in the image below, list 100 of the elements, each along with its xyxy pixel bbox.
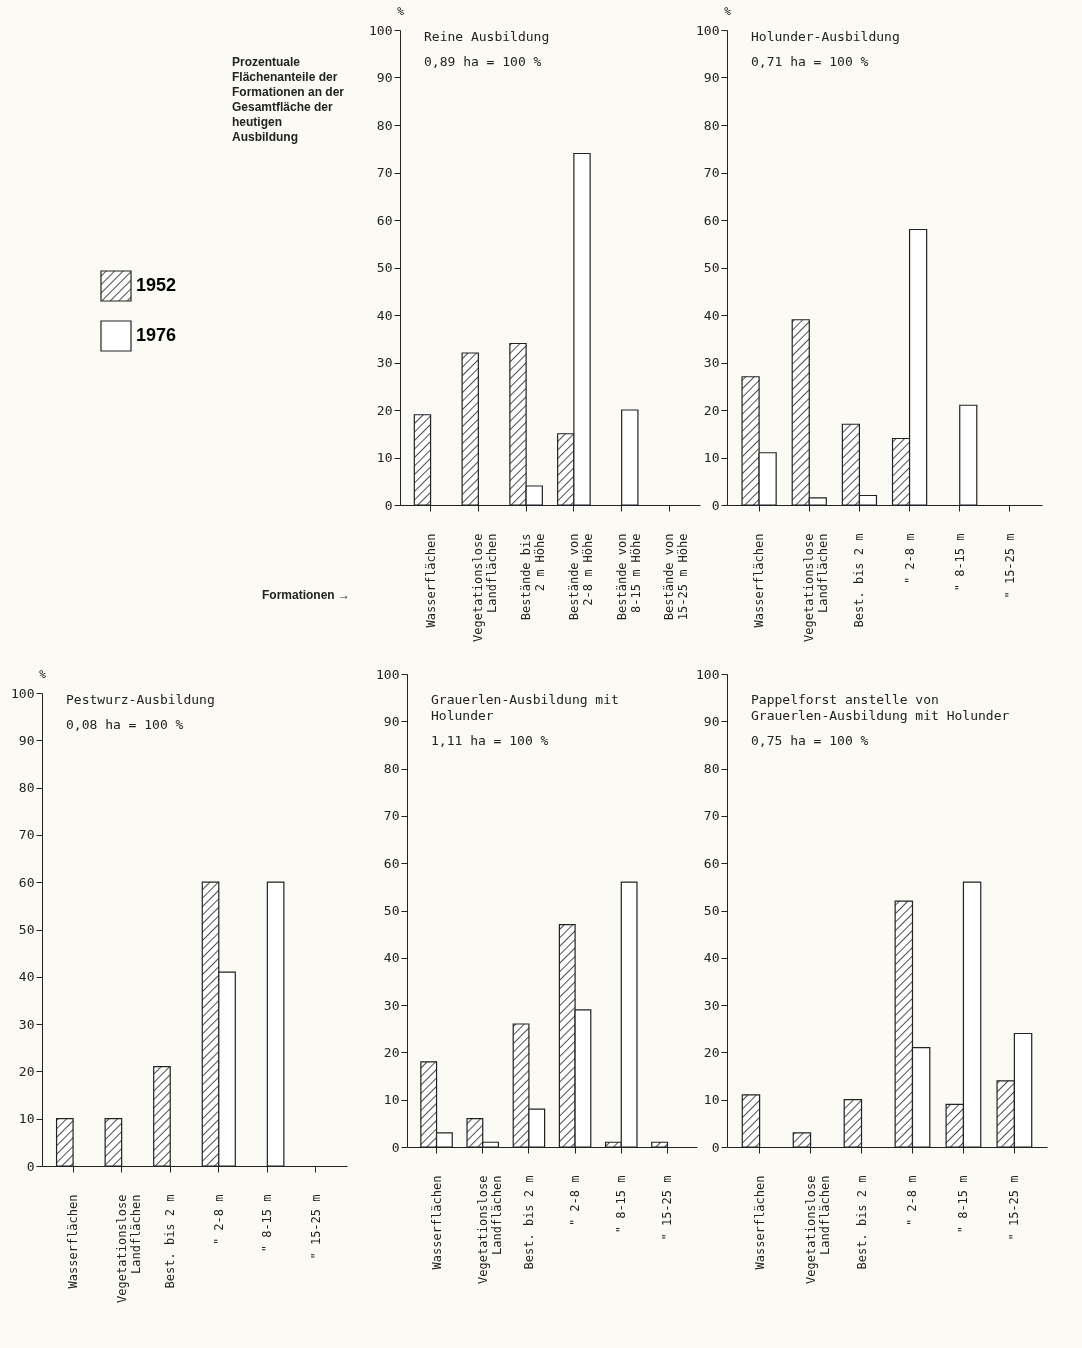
y-tick-label: 30 xyxy=(383,997,400,1013)
x-tick-label: Vegetationslose Landflächen xyxy=(803,1175,832,1284)
chart-title: Holunder-Ausbildung xyxy=(751,29,900,44)
text: Pappelforst anstelle von Grauerlen-Ausbildung mit Holunder xyxy=(751,692,1010,723)
y-tick-label: 50 xyxy=(703,260,720,275)
text: 0,08 ha = 100 % xyxy=(66,717,184,732)
y-axis-title: % xyxy=(397,4,405,18)
y-tick-label: 0 xyxy=(391,1139,400,1155)
y-tick-label: 80 xyxy=(703,117,720,133)
x-tick-label: " 15-25 m xyxy=(660,1175,675,1241)
x-tick-label: Wasserflächen xyxy=(752,1175,767,1270)
y-tick-label: 70 xyxy=(18,827,35,843)
y-tick-label: 10 xyxy=(703,450,720,465)
x-tick-label: " 2-8 m xyxy=(902,533,917,585)
y-tick-label: 90 xyxy=(703,70,720,85)
text: 0,75 ha = 100 % xyxy=(751,733,869,748)
x-tick-label: " 8-15 m xyxy=(260,1194,275,1253)
x-tick-label: Best. bis 2 m xyxy=(163,1194,178,1289)
x-tick-label: " 2-8 m xyxy=(905,1175,920,1227)
y-tick-label: 20 xyxy=(18,1063,35,1079)
x-tick-label: Bestände von 2-8 m Höhe xyxy=(566,533,595,621)
text: Grauerlen-Ausbildung mit Holunder xyxy=(431,692,619,723)
x-tick-label: " 2-8 m xyxy=(568,1175,583,1227)
y-tick-label: 50 xyxy=(376,260,393,275)
x-tick-label: Vegetationslose Landflächen xyxy=(471,533,500,642)
text: Prozentuale Flächenanteile der Formationen an der Gesamtfläche der heutigen Ausbildung xyxy=(232,55,345,145)
y-tick-label: 100 xyxy=(369,22,393,38)
x-tick-label: " 15-25 m xyxy=(308,1194,323,1260)
x-tick-label: " 2-8 m xyxy=(211,1194,226,1246)
x-tick-label: Best. bis 2 m xyxy=(521,1175,536,1270)
y-tick-label: 20 xyxy=(383,1044,400,1060)
y-tick-label: 100 xyxy=(696,22,720,38)
y-tick-label: 100 xyxy=(11,685,35,701)
x-tick-label: Vegetationslose Landflächen xyxy=(475,1175,504,1284)
x-tick-label: " 8-15 m xyxy=(614,1175,629,1234)
y-tick-label: 60 xyxy=(376,212,393,228)
x-tick-label: Bestände von 8-15 m Höhe xyxy=(614,533,643,621)
y-tick-label: 40 xyxy=(376,307,393,323)
y-tick-label: 10 xyxy=(18,1111,35,1127)
y-tick-label: 70 xyxy=(703,165,720,180)
y-tick-label: 10 xyxy=(376,450,393,465)
y-tick-label: 80 xyxy=(703,761,720,777)
y-tick-label: 20 xyxy=(376,402,393,418)
text: Formationen → xyxy=(262,588,351,603)
y-tick-label: 0 xyxy=(711,497,720,513)
y-tick-label: 30 xyxy=(703,997,720,1013)
y-tick-label: 30 xyxy=(18,1016,35,1032)
y-tick-label: 70 xyxy=(376,165,393,180)
chart-title: Pestwurz-Ausbildung xyxy=(66,692,215,707)
text: 1,11 ha = 100 % xyxy=(431,733,549,748)
y-tick-label: 70 xyxy=(383,808,400,824)
y-tick-label: 80 xyxy=(383,761,400,777)
x-tick-label: Wasserflächen xyxy=(429,1175,444,1270)
y-tick-label: 90 xyxy=(703,713,720,729)
y-tick-label: 10 xyxy=(703,1092,720,1108)
x-tick-label: Best. bis 2 m xyxy=(852,533,867,628)
y-tick-label: 20 xyxy=(703,1044,720,1060)
y-tick-label: 50 xyxy=(383,903,400,918)
y-tick-label: 0 xyxy=(711,1139,720,1155)
chart-title: Reine Ausbildung xyxy=(424,29,550,44)
x-tick-label: Best. bis 2 m xyxy=(854,1175,869,1270)
y-tick-label: 90 xyxy=(18,732,35,748)
y-axis-title: % xyxy=(39,667,47,681)
y-tick-label: 100 xyxy=(376,666,400,682)
y-tick-label: 0 xyxy=(384,497,393,513)
x-tick-label: " 15-25 m xyxy=(1002,533,1017,599)
text: 0,71 ha = 100 % xyxy=(751,54,869,69)
y-tick-label: 80 xyxy=(376,117,393,133)
legend-label: 1952 xyxy=(136,275,177,295)
x-tick-label: Wasserflächen xyxy=(423,533,438,628)
y-tick-label: 40 xyxy=(383,950,400,966)
y-tick-label: 30 xyxy=(703,355,720,370)
y-tick-label: 20 xyxy=(703,402,720,418)
y-tick-label: 80 xyxy=(18,780,35,796)
y-tick-label: 40 xyxy=(703,307,720,323)
y-tick-label: 50 xyxy=(18,922,35,937)
x-tick-label: Bestände von 15-25 m Höhe xyxy=(662,533,691,621)
y-tick-label: 30 xyxy=(376,355,393,370)
y-tick-label: 60 xyxy=(703,855,720,871)
text: 0,89 ha = 100 % xyxy=(424,54,542,69)
x-tick-label: " 8-15 m xyxy=(956,1175,971,1234)
legend-label: 1976 xyxy=(136,325,177,345)
y-tick-label: 90 xyxy=(376,70,393,85)
x-tick-label: " 8-15 m xyxy=(952,533,967,592)
y-tick-label: 100 xyxy=(696,666,720,682)
y-axis-title: % xyxy=(724,4,732,18)
y-tick-label: 70 xyxy=(703,808,720,824)
y-tick-label: 90 xyxy=(383,713,400,729)
x-tick-label: Vegetationslose Landflächen xyxy=(802,533,831,642)
y-tick-label: 60 xyxy=(18,874,35,890)
y-tick-label: 0 xyxy=(26,1158,35,1174)
x-tick-label: " 15-25 m xyxy=(1007,1175,1022,1241)
y-tick-label: 40 xyxy=(703,950,720,966)
y-tick-label: 50 xyxy=(703,903,720,918)
y-tick-label: 60 xyxy=(703,212,720,228)
x-tick-label: Bestände bis 2 m Höhe xyxy=(519,533,548,621)
y-tick-label: 40 xyxy=(18,969,35,985)
y-tick-label: 10 xyxy=(383,1092,400,1108)
x-tick-label: Wasserflächen xyxy=(752,533,767,628)
x-tick-label: Vegetationslose Landflächen xyxy=(114,1194,143,1303)
